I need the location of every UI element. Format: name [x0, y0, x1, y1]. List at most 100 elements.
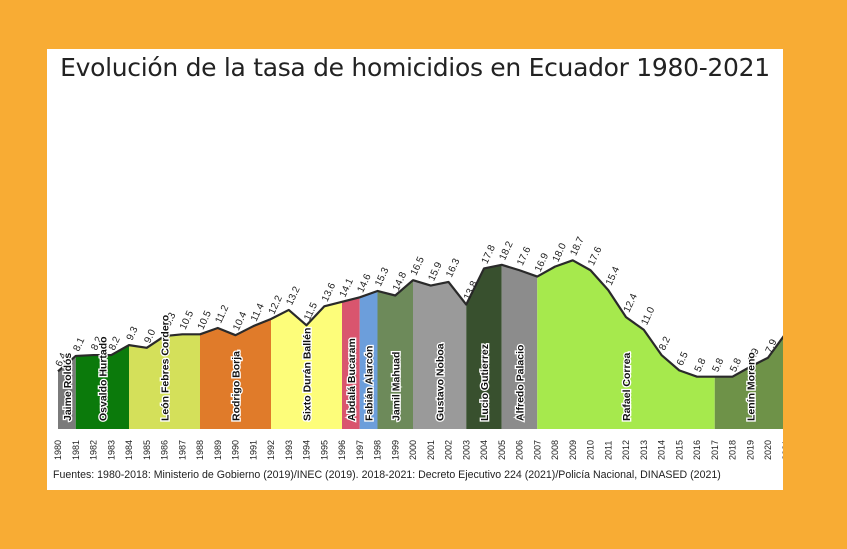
year-tick-label: 1983 [106, 440, 116, 460]
value-label: 11.2 [213, 303, 231, 325]
era-label-3: Rodrigo Borja [231, 351, 243, 421]
year-tick-label: 2013 [639, 440, 649, 460]
value-label: 10.5 [178, 309, 196, 332]
era-label-1: Osvaldo Hurtado [97, 336, 109, 421]
rate-line-group [57, 259, 783, 378]
year-tick-label: 1985 [142, 440, 152, 460]
year-ticks: 1980 1981 1982 1983 1984 1985 1986 1987 1988 1989… [53, 440, 783, 460]
value-label: 18.2 [497, 239, 515, 262]
year-tick-label: 1989 [213, 440, 223, 460]
year-tick-label: 1984 [124, 440, 134, 460]
year-tick-label: 2003 [461, 440, 471, 460]
year-tick-label: 1980 [53, 440, 63, 460]
era-band-1 [75, 345, 129, 429]
value-label: 11.0 [639, 305, 657, 327]
chart-title: Evolución de la tasa de homicidios en Ec… [60, 53, 770, 82]
era-band-3 [200, 318, 271, 429]
era-band-6 [359, 290, 378, 429]
value-label: 6.4 [54, 351, 70, 369]
year-tick-label: 2002 [444, 440, 454, 460]
era-band-12 [714, 337, 783, 429]
chart-svg: 6.48.1 8.2 8.29.3 9.010.3 10.5 10.5 11.2 10.4 11… [53, 235, 783, 460]
year-tick-label: 2004 [479, 440, 489, 460]
value-label: 10.6 [781, 308, 783, 331]
year-tick-label: 2015 [674, 440, 684, 460]
value-label: 12.4 [622, 292, 640, 315]
value-label: 11.4 [249, 301, 267, 323]
chart-source: Fuentes: 1980-2018: Ministerio de Gobier… [53, 469, 721, 481]
value-label: 9.3 [125, 325, 141, 343]
year-tick-label: 1994 [302, 440, 312, 460]
value-label: 14.1 [338, 276, 356, 299]
value-label: 17.6 [586, 245, 604, 268]
year-tick-label: 1987 [177, 440, 187, 460]
year-tick-label: 1993 [284, 440, 294, 460]
era-bands [58, 260, 783, 429]
value-label: 8.2 [107, 335, 123, 353]
era-band-5 [342, 297, 360, 429]
era-band-7 [377, 280, 413, 429]
year-tick-label: 2005 [497, 440, 507, 460]
era-band-9 [466, 264, 502, 429]
value-label: 5.8 [728, 356, 744, 374]
year-tick-label: 1986 [160, 440, 170, 460]
year-tick-label: 2008 [550, 440, 560, 460]
value-label: 5.8 [710, 356, 726, 374]
era-band-2 [129, 334, 200, 429]
value-label: 6.5 [675, 350, 691, 368]
value-label: 13.6 [320, 281, 338, 304]
value-label: 5.8 [693, 356, 709, 374]
value-label: 16.5 [409, 255, 427, 278]
year-tick-label: 2001 [426, 440, 436, 460]
value-label: 8.2 [657, 335, 673, 353]
year-tick-label: 1982 [89, 440, 99, 460]
year-tick-label: 2012 [621, 440, 631, 460]
year-tick-label: 2019 [745, 440, 755, 460]
era-label-8: Gustavo Noboa [435, 343, 447, 421]
era-label-0: Jaime Roldós [62, 353, 74, 421]
value-label: 18.0 [551, 241, 569, 264]
year-tick-label: 1995 [319, 440, 329, 460]
value-label: 18.7 [568, 235, 586, 258]
year-tick-label: 1988 [195, 440, 205, 460]
era-band-11 [537, 260, 715, 429]
value-label: 15.3 [373, 266, 391, 289]
year-tick-label: 1997 [355, 440, 365, 460]
year-tick-label: 2000 [408, 440, 418, 460]
year-tick-label: 2018 [728, 440, 738, 460]
value-label: 8.2 [89, 335, 105, 353]
year-tick-label: 2016 [692, 440, 702, 460]
era-label-6: Fabián Alarcón [364, 346, 376, 421]
value-label: 8.1 [71, 336, 87, 354]
era-label-5: Abdalá Bucaram [346, 338, 358, 421]
value-label: 7.9 [764, 337, 780, 355]
value-label: 10.5 [196, 309, 214, 332]
era-label-12: Lenín Moreno [745, 352, 757, 421]
value-label: 17.6 [515, 245, 533, 268]
era-label-11: Rafael Correa [621, 353, 633, 421]
era-band-8 [413, 280, 467, 429]
value-label: 6.9 [746, 346, 762, 364]
year-tick-label: 2021 [781, 440, 783, 460]
year-tick-label: 1992 [266, 440, 276, 460]
year-tick-label: 2009 [568, 440, 578, 460]
era-label-4: Sixto Durán Ballén [302, 328, 314, 421]
year-tick-label: 2020 [763, 440, 773, 460]
value-label: 16.3 [444, 257, 462, 280]
year-tick-label: 2014 [657, 440, 667, 460]
rate-line [57, 259, 783, 378]
era-labels: Jaime Roldós Osvaldo Hurtado León Febres C… [61, 314, 783, 423]
year-tick-label: 2006 [515, 440, 525, 460]
year-tick-label: 2010 [586, 440, 596, 460]
year-tick-label: 1998 [373, 440, 383, 460]
value-label: 15.4 [604, 265, 622, 288]
year-tick-label: 1999 [390, 440, 400, 460]
era-band-10 [501, 264, 538, 429]
year-tick-label: 1991 [248, 440, 258, 460]
year-tick-label: 1996 [337, 440, 347, 460]
value-label: 14.6 [355, 272, 373, 295]
value-label: 13.2 [284, 285, 302, 308]
year-tick-label: 2011 [603, 441, 613, 460]
era-band-4 [271, 301, 342, 429]
value-label: 15.9 [426, 260, 444, 283]
